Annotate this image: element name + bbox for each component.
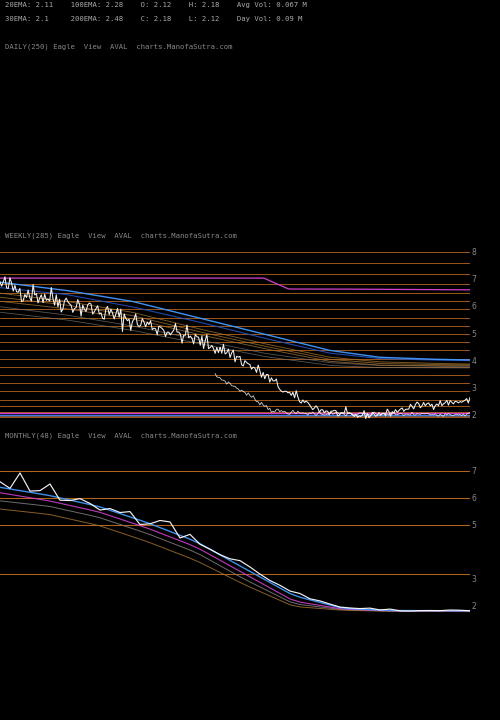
Text: 7: 7 xyxy=(472,275,476,284)
Text: 3: 3 xyxy=(472,575,476,584)
Text: 7: 7 xyxy=(472,467,476,476)
Text: 6: 6 xyxy=(472,494,476,503)
Text: 5: 5 xyxy=(472,521,476,530)
Text: 5: 5 xyxy=(472,330,476,338)
Text: WEEKLY(285) Eagle  View  AVAL  charts.ManofaSutra.com: WEEKLY(285) Eagle View AVAL charts.Manof… xyxy=(5,233,237,239)
Text: 2: 2 xyxy=(472,602,476,611)
Text: 30EMA: 2.1     200EMA: 2.48    C: 2.18    L: 2.12    Day Vol: 0.09 M: 30EMA: 2.1 200EMA: 2.48 C: 2.18 L: 2.12 … xyxy=(5,17,302,22)
Text: 8: 8 xyxy=(472,248,476,257)
Text: 2: 2 xyxy=(472,411,476,420)
Text: 3: 3 xyxy=(472,384,476,393)
Text: 20EMA: 2.11    100EMA: 2.28    O: 2.12    H: 2.18    Avg Vol: 0.067 M: 20EMA: 2.11 100EMA: 2.28 O: 2.12 H: 2.18… xyxy=(5,1,307,7)
Text: 4: 4 xyxy=(472,357,476,366)
Text: 6: 6 xyxy=(472,302,476,311)
Text: MONTHLY(48) Eagle  View  AVAL  charts.ManofaSutra.com: MONTHLY(48) Eagle View AVAL charts.Manof… xyxy=(5,432,237,438)
Text: DAILY(250) Eagle  View  AVAL  charts.ManofaSutra.com: DAILY(250) Eagle View AVAL charts.Manofa… xyxy=(5,44,232,50)
